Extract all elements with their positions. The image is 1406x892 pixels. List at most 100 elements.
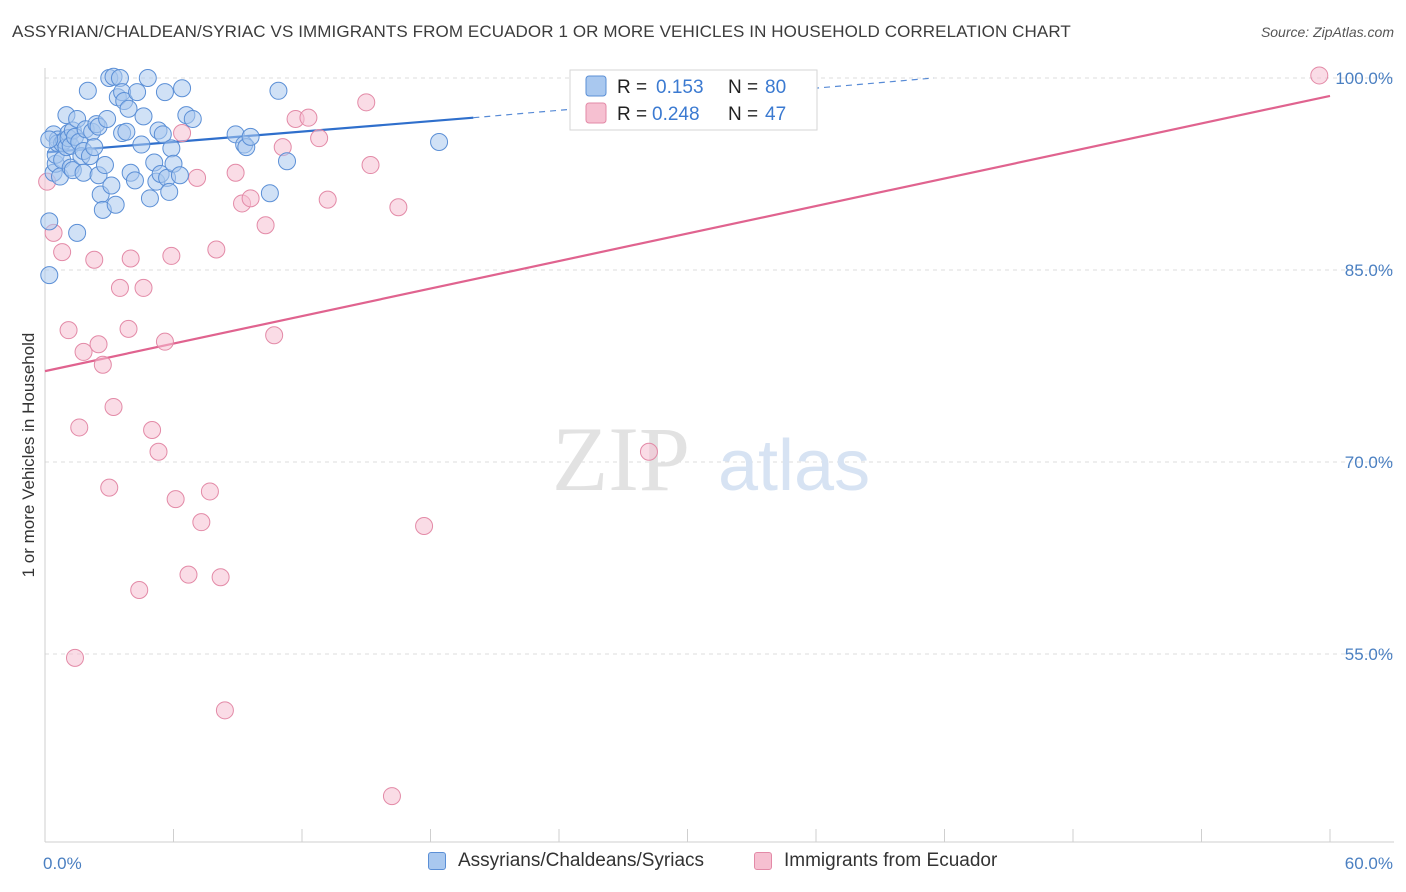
- data-point-ecuador: [299, 108, 318, 127]
- data-point-assyrian: [40, 212, 59, 231]
- legend-frame: [569, 69, 818, 131]
- data-point-assyrian: [40, 130, 59, 149]
- legend-r-value-1: 0.153: [656, 77, 704, 98]
- data-point-ecuador: [361, 156, 380, 175]
- data-point-ecuador: [179, 565, 198, 584]
- data-point-assyrian: [173, 79, 192, 98]
- data-point-ecuador: [188, 168, 207, 187]
- data-point-ecuador: [1310, 66, 1329, 85]
- y-tick-label: 85.0%: [1345, 261, 1393, 280]
- data-point-ecuador: [357, 93, 376, 112]
- data-point-assyrian: [430, 133, 449, 151]
- data-point-assyrian: [102, 176, 121, 195]
- data-point-ecuador: [143, 421, 162, 439]
- data-point-assyrian: [155, 83, 174, 102]
- y-axis-label: 1 or more Vehicles in Household: [19, 333, 38, 578]
- data-point-ecuador: [74, 342, 93, 361]
- legend-r-label-2: R =: [617, 104, 647, 125]
- legend-n-value-2: 47: [765, 104, 786, 125]
- data-point-ecuador: [53, 243, 72, 262]
- y-tick-label: 100.0%: [1335, 69, 1393, 88]
- data-point-ecuador: [149, 442, 168, 461]
- data-point-assyrian: [183, 109, 202, 128]
- data-point-ecuador: [256, 216, 275, 235]
- data-point-ecuador: [65, 648, 84, 667]
- watermark-atlas: atlas: [718, 426, 870, 506]
- legend-box: R = 0.153 N = 80 R = 0.248 N = 47: [569, 69, 818, 131]
- data-point-assyrian: [98, 109, 117, 128]
- data-point-ecuador: [110, 278, 129, 297]
- legend-n-value-1: 80: [765, 77, 786, 98]
- legend-label-ecuador: Immigrants from Ecuador: [784, 850, 998, 871]
- data-point-assyrian: [134, 107, 153, 126]
- data-point-assyrian: [160, 182, 179, 201]
- legend-n-label-1: N =: [728, 77, 758, 98]
- legend-swatch-assyrians: [428, 852, 446, 870]
- legend-item-assyrians: Assyrians/Chaldeans/Syriacs: [428, 850, 704, 872]
- data-point-assyrian: [153, 125, 172, 144]
- data-point-ecuador: [192, 513, 211, 532]
- data-point-assyrian: [74, 163, 93, 182]
- x-tick-label-max: 60.0%: [1345, 854, 1393, 873]
- data-point-assyrian: [95, 156, 114, 175]
- data-point-ecuador: [173, 124, 192, 143]
- data-point-ecuador: [121, 249, 140, 268]
- data-point-ecuador: [70, 418, 89, 437]
- axes: [44, 68, 1394, 843]
- data-point-assyrian: [117, 122, 136, 141]
- gridlines: [45, 77, 1394, 655]
- data-point-ecuador: [200, 482, 219, 501]
- data-point-assyrian: [125, 171, 144, 190]
- trend-line-assyrians: [47, 116, 474, 154]
- chart-title: ASSYRIAN/CHALDEAN/SYRIAC VS IMMIGRANTS F…: [12, 22, 1071, 41]
- data-point-assyrian: [170, 166, 189, 185]
- data-point-assyrian: [119, 99, 138, 118]
- data-point-assyrian: [260, 184, 279, 203]
- watermark-zip: ZIP: [552, 408, 690, 510]
- data-point-ecuador: [226, 163, 245, 182]
- data-point-ecuador: [104, 397, 123, 416]
- data-point-ecuador: [155, 332, 174, 351]
- data-point-ecuador: [318, 190, 337, 209]
- data-point-assyrian: [138, 69, 157, 87]
- data-point-assyrian: [162, 139, 181, 158]
- data-point-ecuador: [59, 321, 78, 340]
- legend-label-assyrians: Assyrians/Chaldeans/Syriacs: [458, 850, 705, 871]
- data-point-ecuador: [265, 326, 284, 345]
- data-point-ecuador: [134, 278, 153, 297]
- data-point-ecuador: [310, 129, 329, 148]
- data-point-assyrian: [278, 152, 297, 171]
- data-point-ecuador: [215, 701, 234, 720]
- legend-r-label-1: R =: [617, 77, 647, 98]
- legend-swatch-ecuador: [754, 852, 772, 870]
- data-point-assyrian: [140, 189, 159, 208]
- legend-item-ecuador: Immigrants from Ecuador: [754, 850, 997, 872]
- data-point-ecuador: [639, 442, 658, 461]
- data-point-ecuador: [85, 250, 104, 269]
- data-point-assyrian: [78, 81, 97, 100]
- data-point-ecuador: [130, 581, 149, 599]
- y-tick-label: 55.0%: [1345, 645, 1393, 664]
- x-tick-marks: [44, 829, 1331, 842]
- trend-line-ecuador: [44, 94, 1331, 373]
- legend-swatch-blue: [585, 75, 607, 97]
- data-point-ecuador: [207, 240, 226, 259]
- data-point-ecuador: [241, 189, 260, 208]
- data-point-assyrian: [85, 138, 104, 157]
- watermark: ZIP atlas: [552, 408, 870, 510]
- x-tick-label-min: 0.0%: [43, 854, 82, 873]
- data-point-assyrian: [132, 135, 151, 154]
- bottom-legend: Assyrians/Chaldeans/Syriacs Immigrants f…: [0, 850, 1406, 880]
- legend-r-value-2: 0.248: [652, 104, 700, 125]
- legend-n-label-2: N =: [728, 104, 758, 125]
- data-point-ecuador: [119, 319, 138, 338]
- data-point-ecuador: [415, 517, 434, 535]
- data-point-ecuador: [389, 198, 408, 217]
- data-point-assyrian: [128, 83, 147, 102]
- data-point-assyrian: [106, 195, 125, 214]
- data-point-ecuador: [100, 478, 119, 497]
- data-point-assyrian: [269, 81, 288, 100]
- data-point-ecuador: [166, 490, 185, 509]
- data-point-ecuador: [382, 787, 401, 806]
